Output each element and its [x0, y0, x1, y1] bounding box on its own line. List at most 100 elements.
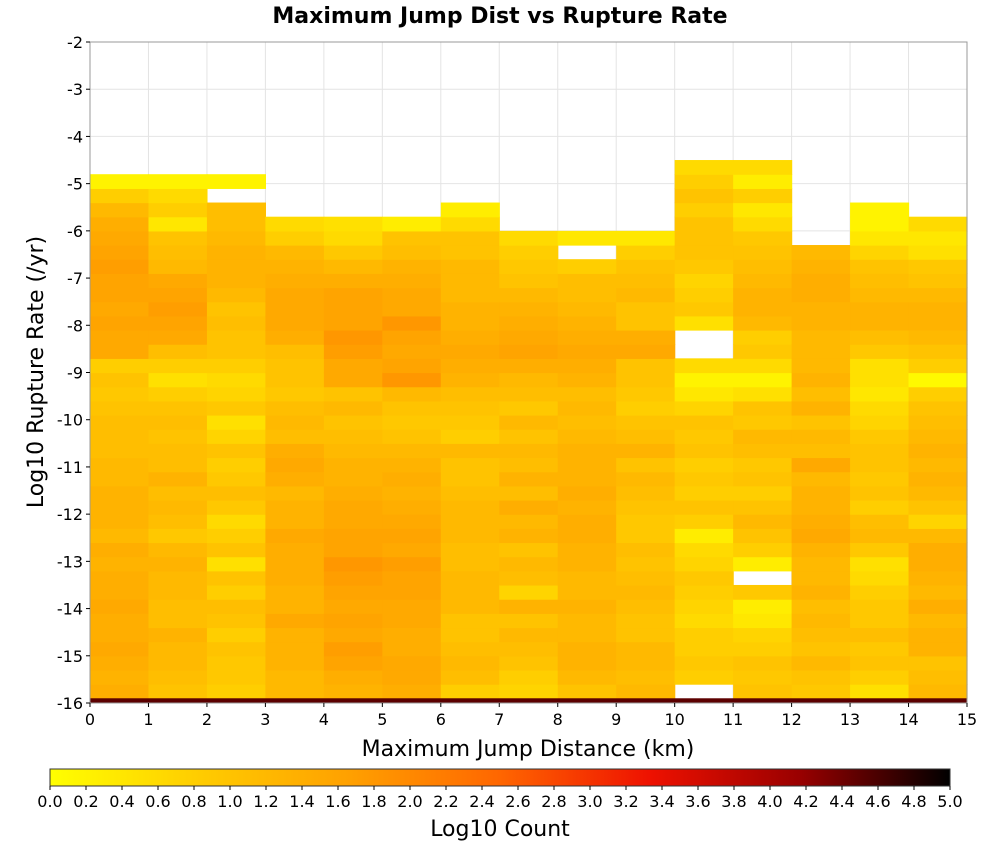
heatmap-cell	[791, 372, 851, 388]
heatmap-cell	[90, 684, 150, 699]
heatmap-cell	[557, 485, 617, 501]
heatmap-cell	[206, 570, 266, 586]
heatmap-cell	[499, 471, 559, 487]
heatmap-cell	[674, 457, 734, 473]
heatmap-cell	[323, 273, 383, 289]
heatmap-cell	[148, 372, 208, 388]
heatmap-cell	[206, 542, 266, 558]
heatmap-cell	[850, 655, 910, 671]
y-tick-label: -4	[67, 127, 83, 146]
heatmap-cell	[616, 584, 676, 600]
heatmap-cell	[265, 570, 325, 586]
heatmap-cell	[382, 245, 442, 260]
heatmap-cell	[265, 641, 325, 657]
heatmap-cell	[265, 414, 325, 430]
heatmap-cell	[265, 443, 325, 459]
y-tick-label: -15	[57, 647, 83, 666]
heatmap-cell	[90, 315, 150, 331]
heatmap-cell	[148, 273, 208, 289]
heatmap-cell	[206, 641, 266, 657]
heatmap-cell	[323, 584, 383, 600]
heatmap-cell	[791, 528, 851, 544]
heatmap-cell	[440, 542, 500, 558]
heatmap-cell	[674, 259, 734, 274]
heatmap-cell	[499, 627, 559, 643]
heatmap-cell	[148, 245, 208, 260]
heatmap-cell	[206, 627, 266, 643]
heatmap-cell	[382, 599, 442, 614]
heatmap-cell	[616, 655, 676, 671]
heatmap-cell	[148, 443, 208, 459]
heatmap-cell	[148, 230, 208, 246]
heatmap-cell	[323, 471, 383, 487]
heatmap-cell	[323, 499, 383, 515]
heatmap-cell	[616, 457, 676, 473]
heatmap-cell	[323, 641, 383, 657]
heatmap-cell	[499, 655, 559, 671]
heatmap-cell	[674, 216, 734, 232]
heatmap-cell	[440, 216, 500, 232]
heatmap-cell	[908, 414, 968, 430]
colorbar-tick-label: 3.6	[685, 792, 710, 811]
heatmap-cell	[733, 613, 793, 629]
x-tick-label: 2	[202, 710, 212, 729]
heatmap-cell	[265, 613, 325, 629]
heatmap-cell	[557, 344, 617, 359]
heatmap-cell	[733, 542, 793, 558]
heatmap-cell	[791, 287, 851, 303]
heatmap-cell	[908, 570, 968, 586]
colorbar-tick-label: 3.4	[649, 792, 674, 811]
heatmap-cell	[733, 429, 793, 444]
heatmap-cell	[499, 499, 559, 515]
heatmap-cell	[850, 358, 910, 374]
heatmap-cell	[499, 669, 559, 685]
heatmap-cell	[440, 301, 500, 317]
x-tick-label: 7	[494, 710, 504, 729]
heatmap-cell	[382, 542, 442, 558]
heatmap-cell	[850, 599, 910, 614]
heatmap-cell	[557, 259, 617, 274]
heatmap-cell	[206, 443, 266, 459]
heatmap-cell	[850, 315, 910, 331]
heatmap-cell	[499, 315, 559, 331]
heatmap-cell	[440, 443, 500, 459]
heatmap-cell	[791, 613, 851, 629]
heatmap-cell	[90, 202, 150, 218]
heatmap-cell	[382, 386, 442, 402]
heatmap-cell	[90, 372, 150, 388]
colorbar	[49, 768, 951, 787]
heatmap-cell	[674, 627, 734, 643]
heatmap-cell	[148, 202, 208, 218]
heatmap-cell	[674, 471, 734, 487]
heatmap-cell	[265, 400, 325, 416]
heatmap-cell	[90, 344, 150, 359]
heatmap-cell	[323, 358, 383, 374]
heatmap-cell	[733, 669, 793, 685]
heatmap-cell	[265, 301, 325, 317]
heatmap-cell	[850, 542, 910, 558]
heatmap-cell	[265, 245, 325, 260]
heatmap-cell	[674, 570, 734, 586]
heatmap-cell	[791, 414, 851, 430]
heatmap-cell	[908, 273, 968, 289]
heatmap-cell	[148, 613, 208, 629]
heatmap-cell	[323, 301, 383, 317]
heatmap-cell	[674, 514, 734, 529]
heatmap-cell	[733, 160, 793, 175]
heatmap-cell	[616, 514, 676, 529]
heatmap-cell	[265, 273, 325, 289]
colorbar-tick-label: 5.0	[937, 792, 962, 811]
y-tick-label: -13	[57, 552, 83, 571]
heatmap-cell	[206, 273, 266, 289]
colorbar-tick-label: 2.8	[541, 792, 566, 811]
heatmap-cell	[674, 315, 734, 331]
heatmap-cell	[791, 570, 851, 586]
heatmap-cell	[440, 202, 500, 218]
heatmap-cell	[265, 216, 325, 232]
heatmap-cell	[440, 315, 500, 331]
heatmap-cell	[90, 301, 150, 317]
heatmap-cell	[674, 386, 734, 402]
heatmap-cell	[791, 443, 851, 459]
heatmap-cell	[908, 584, 968, 600]
heatmap-cell	[440, 273, 500, 289]
